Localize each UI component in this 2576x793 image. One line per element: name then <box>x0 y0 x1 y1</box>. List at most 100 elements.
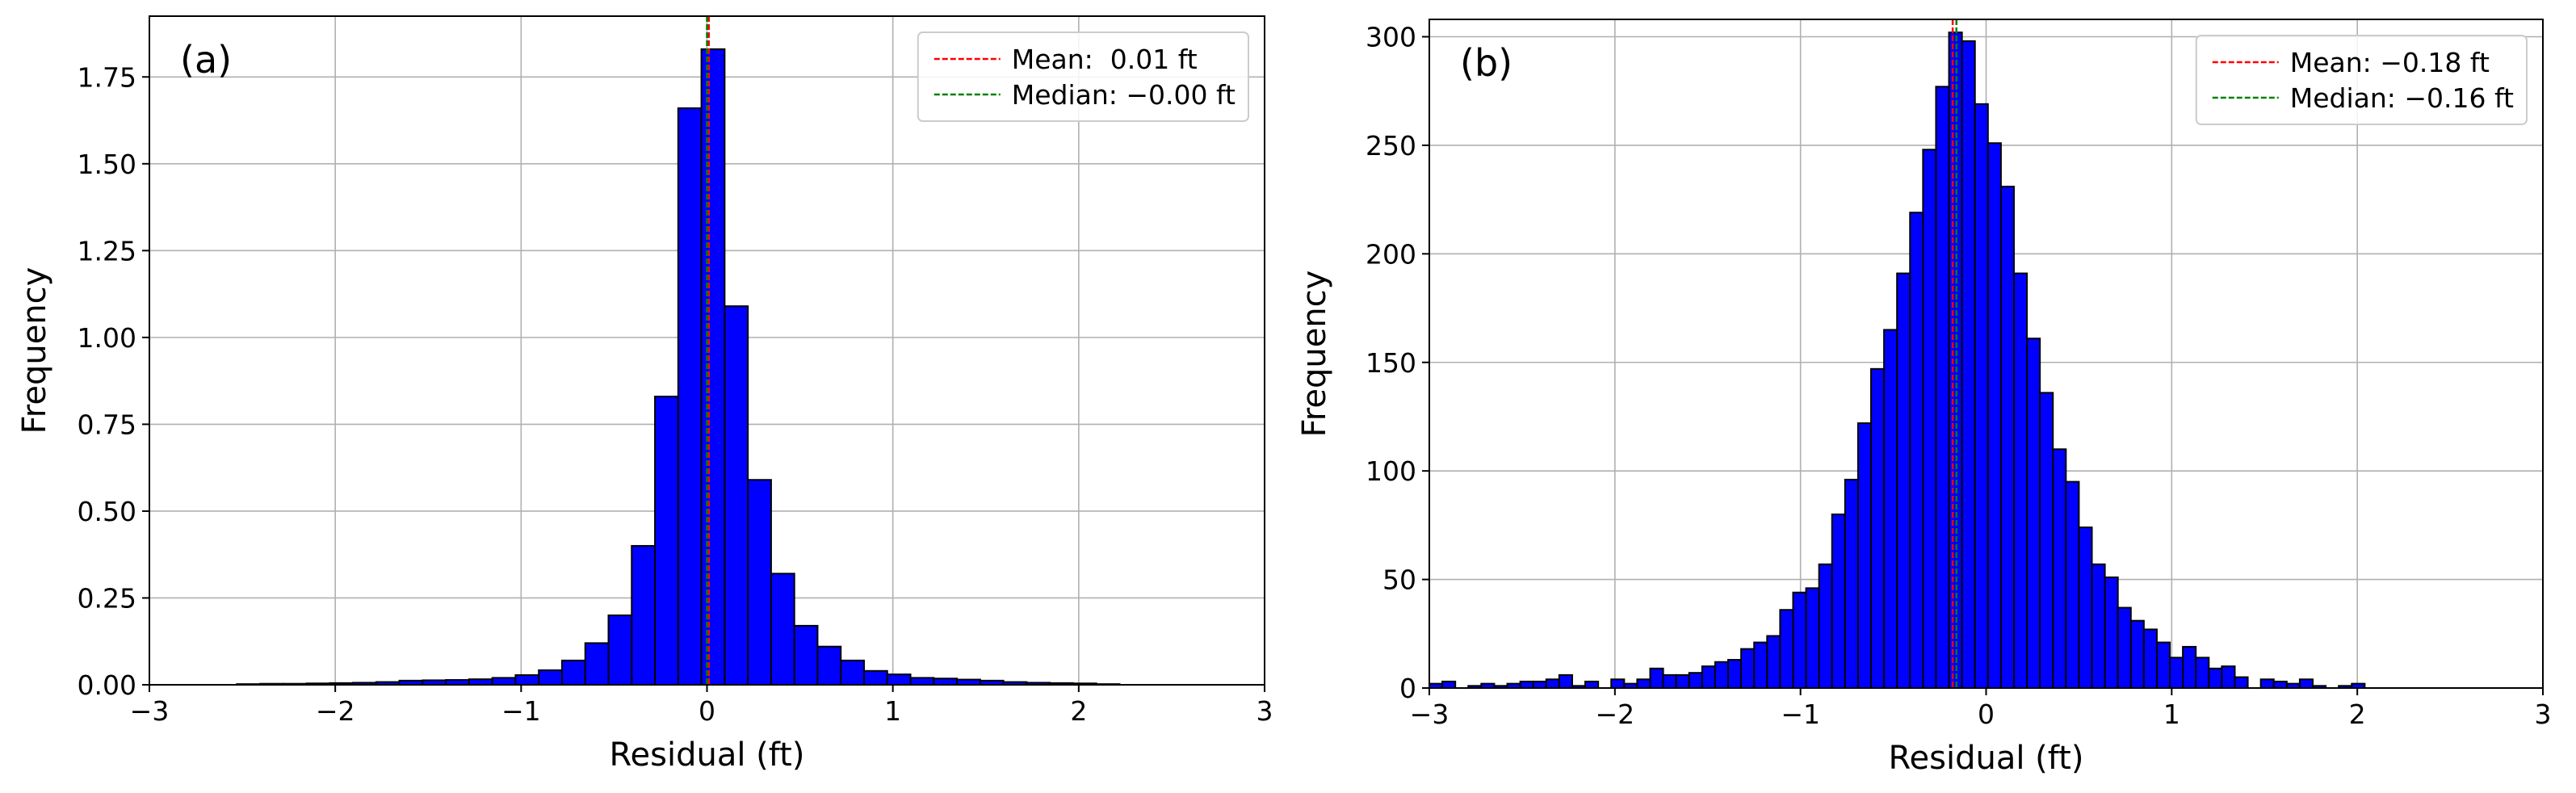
bar <box>1740 648 1756 690</box>
bar <box>584 642 610 686</box>
x-tick-label: −3 <box>1410 699 1450 730</box>
bar <box>700 48 726 686</box>
bar <box>2052 448 2067 689</box>
x-axis-label: Residual (ft) <box>1889 740 2084 777</box>
x-tick-label: 2 <box>1070 695 1087 727</box>
bar <box>1675 673 1690 689</box>
y-tick-label: 150 <box>1366 347 1416 379</box>
bar <box>2078 527 2093 689</box>
bar <box>2091 563 2106 689</box>
y-tick-label: 0.25 <box>78 582 136 614</box>
x-tick-label: −2 <box>316 695 355 727</box>
y-tick-label: 300 <box>1366 22 1416 53</box>
bar <box>1999 186 2015 689</box>
bar <box>654 395 679 686</box>
bar <box>1766 635 1781 690</box>
bar <box>2221 665 2236 689</box>
bar <box>909 677 935 686</box>
bar <box>1831 513 1846 689</box>
bar <box>747 479 772 686</box>
bar <box>1805 587 1820 689</box>
x-tick-label: 3 <box>1257 695 1273 727</box>
y-tick-label: 0.75 <box>78 409 136 440</box>
x-tick-label: 1 <box>2163 699 2180 730</box>
bar <box>468 678 493 686</box>
y-tick-label: 50 <box>1382 564 1416 596</box>
bar <box>2169 657 2184 690</box>
bar <box>2272 680 2288 689</box>
axes-frame <box>149 15 1265 686</box>
bar <box>491 677 517 686</box>
bar <box>2065 480 2080 690</box>
y-axis-label: Frequency <box>1296 271 1333 438</box>
axes-frame <box>1429 19 2544 689</box>
bar <box>2129 619 2145 690</box>
x-tick-label: 2 <box>2349 699 2366 730</box>
bar <box>1818 563 1833 689</box>
legend-label: Mean: −0.18 ft <box>2290 47 2490 78</box>
y-tick-label: 0.50 <box>78 496 136 527</box>
bar <box>1896 272 1911 689</box>
x-axis-label: Residual (ft) <box>610 736 805 774</box>
bar <box>840 659 865 686</box>
legend-box <box>917 31 1249 122</box>
panel: −3 −2 −1 0 1 2 3 0 50 100 150 200 250 300 Residual (ft… <box>1296 19 2552 777</box>
bar <box>2208 667 2223 689</box>
bar <box>2142 628 2158 690</box>
bar <box>886 673 912 686</box>
bar <box>1532 680 1547 689</box>
y-axis-label: Frequency <box>16 267 53 434</box>
panel: −3 −2 −1 0 1 2 3 0.00 0.25 0.50 0.75 1.00 1.25 1.50 1.… <box>16 15 1273 774</box>
bar <box>1584 680 1600 689</box>
bar <box>933 678 959 686</box>
bar <box>1649 667 1664 689</box>
y-tick-label: 250 <box>1366 130 1416 162</box>
bar <box>1961 40 1976 689</box>
bar <box>1987 142 2002 689</box>
bar <box>862 669 888 686</box>
bar <box>1935 86 1950 690</box>
bar <box>2259 678 2275 690</box>
bar <box>770 573 795 686</box>
y-tick-label: 1.25 <box>78 235 136 266</box>
x-tick-label: 0 <box>1978 699 1995 730</box>
bar <box>514 673 540 686</box>
y-tick-label: 0.00 <box>78 669 136 701</box>
bar <box>677 107 703 686</box>
bar <box>1909 212 1924 689</box>
legend-label: Median: −0.16 ft <box>2290 82 2514 114</box>
bar <box>1727 659 1743 689</box>
legend: Mean: −0.18 ft Median: −0.16 ft <box>2195 35 2528 125</box>
bar <box>2155 641 2171 690</box>
bar <box>2117 606 2132 689</box>
bar <box>2234 676 2249 690</box>
bar <box>1779 609 1794 689</box>
bar <box>1519 680 1534 689</box>
bar <box>816 645 842 686</box>
bar <box>2195 657 2210 690</box>
y-tick-label: 200 <box>1366 238 1416 270</box>
bar <box>2182 645 2197 689</box>
bar <box>2298 678 2314 690</box>
bar <box>2104 576 2119 690</box>
bar <box>631 544 657 686</box>
bar <box>1662 673 1677 689</box>
y-tick-label: 0 <box>1399 673 1416 704</box>
bar <box>1701 665 1716 689</box>
bar <box>1870 367 1886 689</box>
bar <box>538 669 563 686</box>
bar <box>2039 392 2054 689</box>
x-tick-label: −2 <box>1596 699 1635 730</box>
y-tick-label: 1.00 <box>78 322 136 354</box>
bar <box>1688 672 1703 690</box>
bar <box>1792 591 1807 690</box>
x-tick-label: −1 <box>501 695 541 727</box>
bar <box>2012 272 2028 689</box>
bar <box>560 659 586 686</box>
bar <box>1974 103 1989 689</box>
bar <box>1922 149 1937 689</box>
x-tick-label: 3 <box>2535 699 2552 730</box>
bar <box>724 305 749 686</box>
bar <box>1844 478 1859 689</box>
